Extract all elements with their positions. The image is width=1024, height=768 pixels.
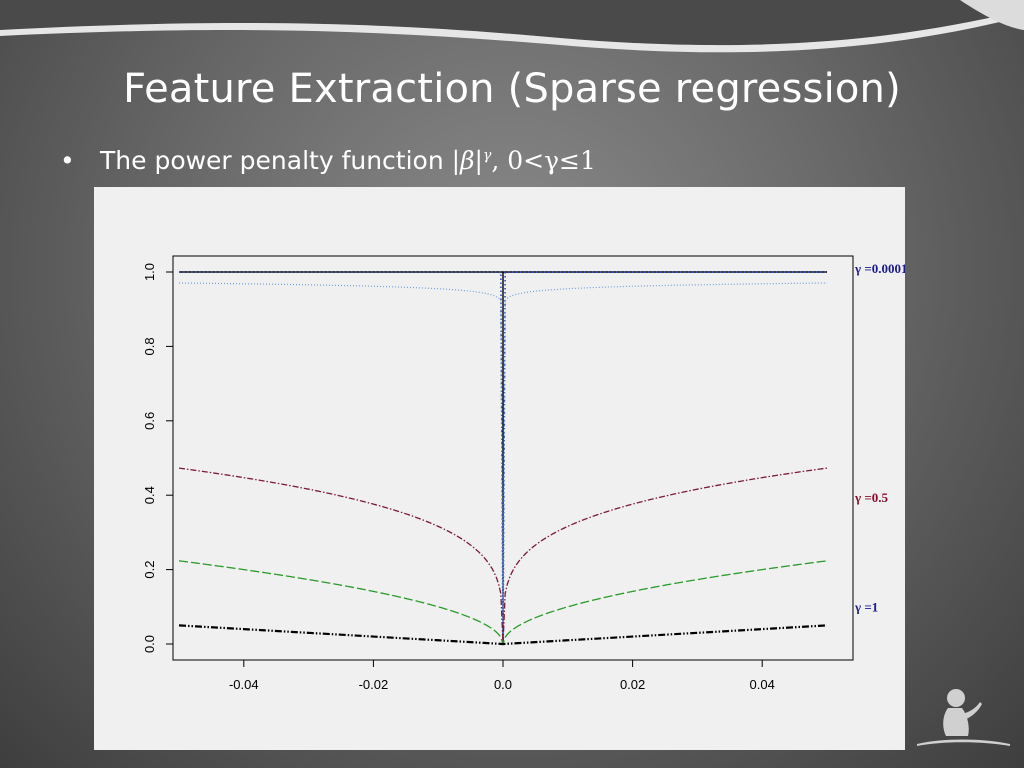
child-silhouette-logo: [917, 689, 1010, 746]
bullet-point: • The power penalty function |β|γ, 0<γ≤1: [60, 146, 596, 175]
x-tick-label: 0.04: [750, 677, 775, 692]
x-tick-label: -0.04: [229, 677, 259, 692]
y-tick-label: 0.0: [142, 635, 157, 653]
decorative-swoosh: [0, 0, 1024, 53]
series-line-gamma-1: [178, 624, 828, 646]
y-tick-label: 0.8: [142, 337, 157, 355]
bullet-math: |β|γ, 0<γ≤1: [452, 146, 596, 175]
bullet-text: The power penalty function: [100, 146, 452, 175]
x-tick-label: 0.02: [620, 677, 645, 692]
y-tick-label: 0.2: [142, 561, 157, 579]
series-line-gamma-0_25: [178, 467, 828, 645]
bullet-math-prefix: |β|: [451, 146, 483, 175]
x-tick-label: -0.02: [359, 677, 389, 692]
chart-panel: -0.04 -0.02 0.0 0.02 0.04 0.0 0.2 0.4 0.6 0.8 1.0 γ…: [94, 187, 908, 750]
bullet-math-exponent: γ: [482, 147, 492, 164]
penalty-chart: -0.04 -0.02 0.0 0.02 0.04 0.0 0.2 0.4 0.6 0.8 1.0 γ…: [142, 255, 908, 692]
series-label: γ =0.5: [854, 490, 888, 505]
bullet-math-suffix: , 0<γ≤1: [491, 146, 596, 175]
bullet-marker: •: [60, 146, 75, 175]
y-tick-label: 1.0: [142, 263, 157, 281]
series-label: γ =1: [854, 599, 878, 614]
plot-frame: [172, 255, 854, 661]
series-line-gamma-0_0001: [179, 271, 827, 645]
series-line-gamma-0_01: [178, 282, 828, 645]
slide-title: Feature Extraction (Sparse regression): [123, 66, 901, 112]
series-label: γ =0.0001: [854, 261, 905, 276]
y-tick-label: 0.4: [142, 486, 157, 504]
x-tick-label: 0.0: [494, 677, 512, 692]
y-tick-label: 0.6: [142, 412, 157, 430]
